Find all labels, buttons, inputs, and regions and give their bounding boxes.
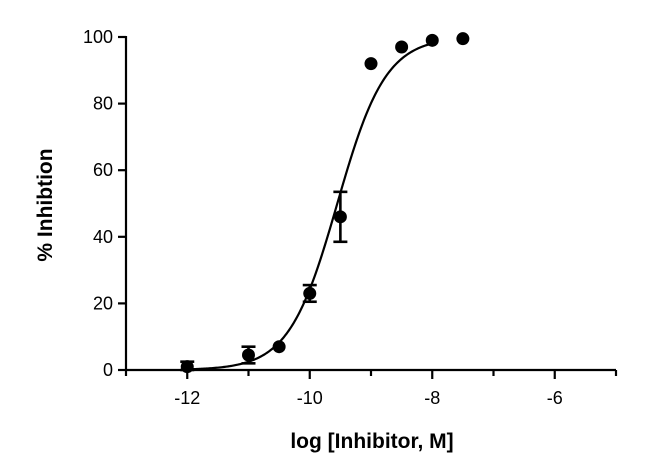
data-points xyxy=(180,32,470,374)
x-tick-label: -10 xyxy=(297,388,323,408)
y-axis-title: % Inhibtion xyxy=(34,148,57,261)
data-point xyxy=(364,57,378,71)
y-tick-label: 100 xyxy=(83,27,113,47)
y-tick-label: 60 xyxy=(93,160,113,180)
data-point xyxy=(242,348,255,362)
data-point xyxy=(333,210,347,224)
y-tick-label: 20 xyxy=(93,293,113,313)
data-point xyxy=(456,32,470,46)
x-tick-label: -8 xyxy=(424,388,440,408)
x-tick-label: -12 xyxy=(174,388,200,408)
data-point xyxy=(425,33,439,47)
y-axis-ticks: 0 20 40 60 80 100 xyxy=(83,27,126,380)
y-tick-label: 0 xyxy=(103,360,113,380)
data-point xyxy=(303,286,317,300)
plot-area: 0 20 40 60 80 100 -12 -10 -8 -6 xyxy=(83,27,618,408)
x-tick-label: -6 xyxy=(547,388,563,408)
x-axis-title: log [Inhibitor, M] xyxy=(290,430,453,453)
y-tick-label: 80 xyxy=(93,94,113,114)
data-point xyxy=(180,360,194,374)
fit-curve xyxy=(187,43,430,371)
data-point xyxy=(272,340,286,354)
data-point xyxy=(395,40,409,54)
x-axis-ticks: -12 -10 -8 -6 xyxy=(124,370,618,408)
y-tick-label: 40 xyxy=(93,227,113,247)
